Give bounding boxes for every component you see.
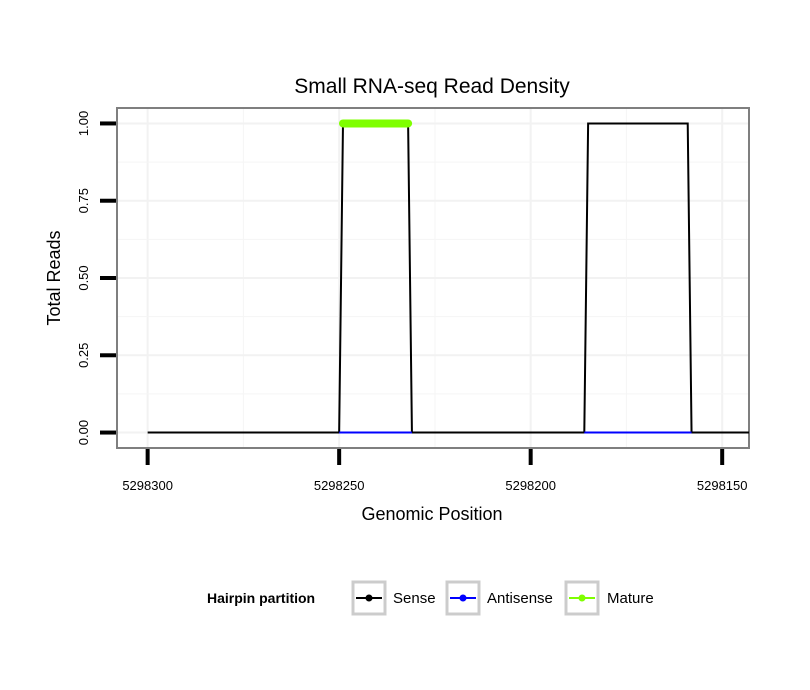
y-axis-title: Total Reads [44, 230, 64, 325]
y-tick-label: 0.00 [76, 420, 91, 445]
legend-label: Mature [607, 590, 654, 607]
legend-item-sense: Sense [351, 580, 436, 616]
legend-key-dot [459, 594, 467, 602]
legend-title: Hairpin partition [207, 590, 315, 606]
x-axis-title: Genomic Position [361, 504, 502, 524]
x-tick-label: 5298300 [122, 478, 173, 493]
legend-key-dot [365, 594, 373, 602]
legend-label: Sense [393, 590, 436, 607]
y-tick-label: 0.75 [76, 188, 91, 213]
legend-item-antisense: Antisense [445, 580, 553, 616]
legend: Hairpin partition Sense Antisense Mature [207, 580, 654, 616]
y-tick-label: 0.25 [76, 343, 91, 368]
x-tick-label: 5298200 [505, 478, 556, 493]
y-axis: 0.00 0.25 0.50 0.75 1.00 [76, 111, 116, 445]
panel-border [116, 107, 750, 449]
series-line-sense [147, 122, 749, 434]
chart-title: Small RNA-seq Read Density [294, 75, 570, 98]
y-tick-label: 0.50 [76, 265, 91, 290]
x-axis: 5298300 5298250 5298200 5298150 [122, 449, 748, 493]
y-tick-label: 1.00 [76, 111, 91, 136]
legend-label: Antisense [487, 590, 553, 607]
legend-key-dot [578, 594, 586, 602]
x-tick-label: 5298150 [697, 478, 748, 493]
legend-item-mature: Mature [564, 580, 654, 616]
series-lines [147, 119, 749, 434]
x-tick-label: 5298250 [314, 478, 365, 493]
